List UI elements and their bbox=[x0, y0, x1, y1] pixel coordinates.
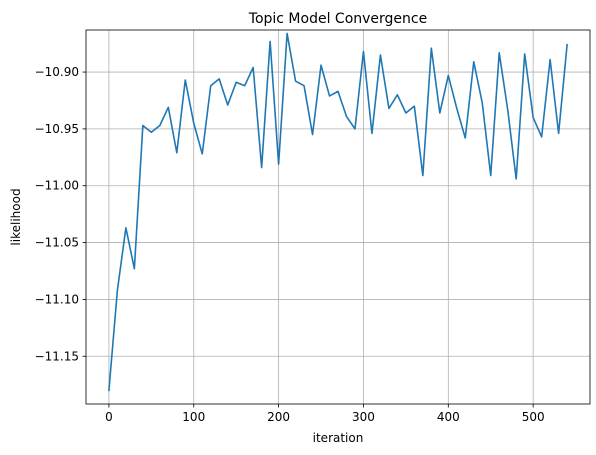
series-layer bbox=[108, 32, 568, 392]
y-tick-label: −11.05 bbox=[35, 236, 79, 250]
y-tick-label: −10.90 bbox=[35, 65, 79, 79]
x-tick-label: 300 bbox=[352, 410, 375, 424]
x-tick-label: 0 bbox=[105, 410, 113, 424]
x-tick-label: 400 bbox=[437, 410, 460, 424]
plot-frame bbox=[85, 29, 591, 405]
grid bbox=[86, 30, 590, 404]
chart-title: Topic Model Convergence bbox=[248, 11, 427, 27]
series-line bbox=[108, 32, 568, 392]
y-axis-label: likelihood bbox=[9, 188, 23, 245]
x-tick-label: 200 bbox=[267, 410, 290, 424]
x-axis-label: iteration bbox=[313, 431, 364, 445]
y-tick-label: −10.95 bbox=[35, 122, 79, 136]
ticks: 0 100 200 300 400 500 −11.15 −11.10 −11.05 −11.00… bbox=[35, 65, 545, 424]
y-tick-label: −11.00 bbox=[35, 179, 79, 193]
y-tick-label: −11.10 bbox=[35, 292, 79, 306]
x-tick-label: 500 bbox=[522, 410, 545, 424]
y-tick-label: −11.15 bbox=[35, 349, 79, 363]
x-tick-label: 100 bbox=[182, 410, 205, 424]
